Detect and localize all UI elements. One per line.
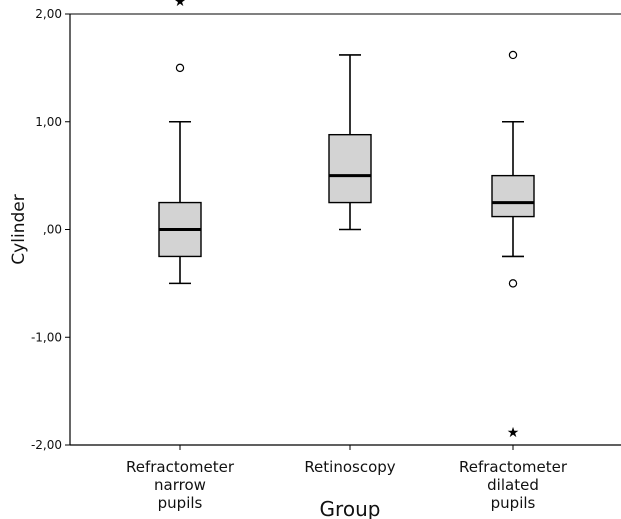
y-tick-label: ,00 [43, 223, 62, 237]
x-axis-title: Group [320, 497, 381, 519]
category-label-line: Refractometer [126, 458, 235, 476]
box-group: ★ [158, 0, 202, 285]
y-tick-label: 2,00 [35, 7, 62, 21]
category-label-line: Refractometer [459, 458, 568, 476]
box-group [328, 54, 372, 231]
outlier-point [508, 50, 518, 60]
outlier-point [175, 63, 185, 73]
category-label: Refractometer narrow pupils [126, 458, 235, 512]
y-axis-title: Cylinder [9, 194, 29, 264]
y-tick-label: 1,00 [35, 115, 62, 129]
box [491, 174, 535, 218]
category-label-line: narrow [154, 476, 206, 494]
outlier-point [508, 279, 518, 288]
category-label-line: dilated [487, 476, 539, 494]
y-tick-label: -2,00 [31, 438, 62, 452]
y-tick-label: -1,00 [31, 330, 62, 344]
category-label-line: Retinoscopy [304, 458, 395, 476]
category-label-line: pupils [491, 494, 536, 512]
extreme-point: ★ [174, 0, 187, 10]
box-group: ★★ [491, 50, 535, 441]
extreme-point: ★ [507, 425, 520, 441]
box [328, 133, 372, 204]
category-label: Refractometer dilated pupils [459, 458, 568, 512]
category-label-line: pupils [158, 494, 203, 512]
category-label: Retinoscopy [304, 458, 395, 476]
boxes: ★★★ [158, 0, 535, 441]
